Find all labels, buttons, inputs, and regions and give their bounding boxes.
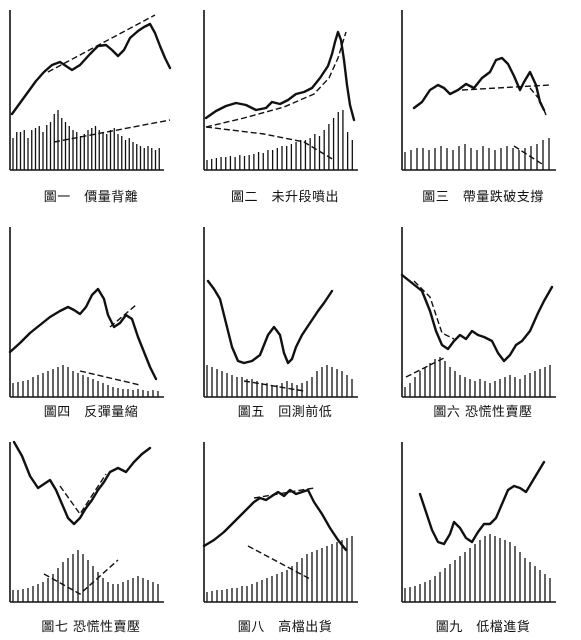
figure-panel-2: 圖二 未升段噴出 (200, 8, 370, 208)
chart-graphic (202, 442, 358, 603)
figure-panel-3: 圖三 帶量跌破支撐 (398, 8, 568, 208)
price-trend-line (109, 304, 137, 328)
volume-trend-line (405, 356, 447, 378)
caption: 圖三 帶量跌破支撐 (422, 190, 544, 205)
chart-graphic (8, 227, 164, 398)
volume-trend-line (205, 126, 335, 161)
figure-panel-7: 圖七 恐慌性賣壓 (6, 440, 176, 640)
price-trend-line (59, 473, 107, 516)
caption: 圖七 恐慌性賣壓 (41, 620, 141, 635)
price-line (412, 56, 546, 112)
price-trend-line (253, 487, 315, 499)
price-trend-line (461, 84, 551, 91)
caption: 圖二 未升段噴出 (230, 190, 339, 205)
price-line (10, 22, 172, 116)
caption: 圖一 價量背離 (43, 190, 139, 205)
price-line (202, 488, 348, 552)
volume-trend-line (513, 145, 543, 165)
chart-graphic (401, 442, 556, 603)
price-line (400, 273, 554, 363)
caption: 圖四 反彈量縮 (43, 405, 139, 420)
price-line (204, 30, 356, 122)
figure-panel-4: 圖四 反彈量縮 (6, 225, 176, 425)
chart-graphic (401, 10, 556, 171)
volume-trend-line (53, 119, 171, 143)
price-trend-line (529, 87, 547, 116)
price-line (418, 460, 546, 546)
chart-graphic (203, 10, 358, 171)
figure-panel-6: 圖六 恐慌性賣壓 (398, 225, 568, 425)
volume-trend-line (79, 370, 141, 386)
price-trend-line (413, 280, 455, 340)
price-line (8, 287, 158, 381)
volume-trend-line (243, 380, 305, 392)
volume-trend-line (247, 545, 313, 581)
price-trend-line (47, 14, 156, 73)
figure-panel-1: 圖一 價量背離 (6, 8, 176, 208)
caption: 圖八 高檔出貨 (237, 620, 333, 635)
price-trend-line (205, 31, 347, 128)
price-line (206, 279, 334, 365)
chart-graphic (400, 227, 556, 398)
volume-trend-line (43, 559, 119, 595)
caption: 圖九 低檔進貨 (435, 620, 531, 635)
figure-panel-5: 圖五 回測前低 (200, 225, 370, 425)
chart-graphic (9, 440, 164, 603)
caption: 圖五 回測前低 (237, 405, 333, 420)
figure-panel-9: 圖九 低檔進貨 (398, 440, 568, 640)
figure-panel-8: 圖八 高檔出貨 (200, 440, 370, 640)
price-line (12, 440, 152, 526)
chart-graphic (203, 227, 358, 398)
chart-graphic (9, 10, 172, 171)
caption: 圖六 恐慌性賣壓 (433, 405, 533, 420)
